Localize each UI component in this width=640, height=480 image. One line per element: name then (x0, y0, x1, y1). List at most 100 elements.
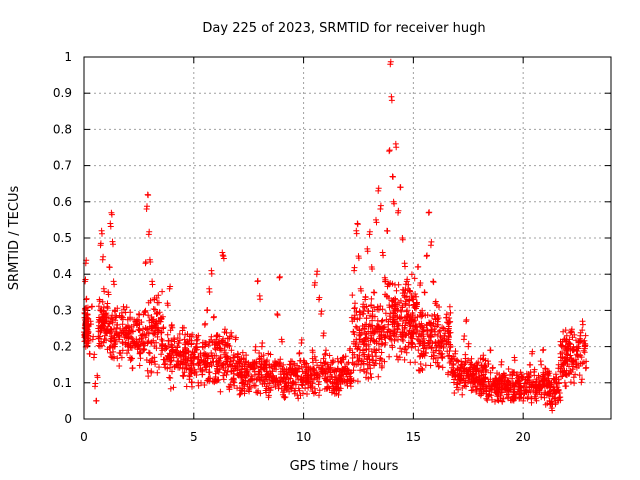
data-point (392, 281, 398, 288)
data-point (136, 311, 143, 318)
data-point (263, 368, 270, 375)
data-point (101, 288, 108, 295)
data-point (461, 333, 468, 339)
data-point (185, 349, 192, 356)
data-point (164, 302, 171, 309)
data-point (167, 385, 174, 392)
data-point (315, 381, 322, 388)
data-point (100, 339, 107, 346)
data-point (272, 383, 279, 390)
data-point (384, 293, 390, 300)
data-point (312, 389, 319, 396)
data-point (427, 332, 434, 339)
data-point (401, 356, 408, 363)
data-point (171, 338, 178, 345)
plot-frame (83, 56, 612, 420)
data-point (428, 238, 435, 245)
data-point (178, 358, 185, 365)
data-point (531, 366, 538, 373)
data-point (203, 366, 210, 373)
data-point (459, 391, 466, 398)
data-point (271, 365, 277, 372)
data-point (461, 368, 468, 375)
data-point (361, 325, 368, 332)
data-point (273, 375, 280, 382)
data-point (316, 387, 323, 394)
data-point (511, 357, 518, 364)
data-point (189, 331, 196, 338)
data-point (390, 309, 397, 316)
data-point (556, 390, 563, 396)
data-point (532, 384, 539, 391)
data-point (368, 295, 375, 302)
data-point (518, 391, 525, 398)
data-point (379, 317, 386, 324)
data-point (431, 331, 438, 338)
data-point (276, 377, 283, 384)
data-point (562, 383, 569, 390)
data-point (213, 378, 220, 385)
data-point (167, 375, 174, 381)
data-point (112, 328, 119, 335)
data-point (347, 370, 354, 377)
data-point (316, 294, 323, 301)
data-point (472, 368, 479, 375)
x-tick-label: 0 (80, 430, 88, 444)
data-point (235, 351, 242, 358)
data-point (127, 315, 134, 322)
data-point (582, 343, 589, 350)
data-point (439, 364, 446, 371)
data-point (404, 276, 411, 283)
data-point (121, 306, 127, 313)
data-point (97, 307, 104, 314)
data-point (494, 370, 500, 377)
data-point (482, 374, 489, 381)
data-point (101, 332, 108, 339)
data-point (395, 320, 402, 327)
data-point (107, 223, 114, 230)
data-point (250, 364, 257, 371)
data-point (183, 350, 190, 356)
data-point (454, 366, 461, 373)
data-point (206, 369, 213, 376)
data-point (576, 372, 583, 379)
data-point (288, 372, 295, 378)
data-point (409, 335, 416, 342)
data-point (356, 355, 363, 362)
data-point (399, 290, 406, 297)
data-point (430, 279, 437, 286)
data-point (414, 327, 421, 334)
data-point (359, 338, 365, 345)
data-point (274, 312, 281, 319)
data-point (361, 351, 368, 358)
data-point (95, 303, 102, 310)
data-point (406, 327, 413, 334)
data-point (392, 306, 399, 312)
data-point (386, 302, 393, 309)
data-point (479, 356, 486, 363)
data-point (530, 378, 537, 385)
data-point (301, 357, 307, 364)
data-point (234, 367, 241, 374)
data-point (147, 259, 154, 265)
axis-ticks: 00.10.20.30.40.50.60.70.80.910 5 10 15 20 (53, 50, 611, 444)
data-point (151, 324, 158, 331)
data-point (378, 349, 385, 356)
data-point (525, 377, 531, 384)
x-axis-label: GPS time / hours (290, 459, 399, 474)
data-point (149, 317, 156, 323)
data-point (457, 372, 464, 379)
data-point (452, 348, 459, 355)
data-point (148, 339, 154, 346)
data-point (503, 385, 509, 392)
data-point (167, 283, 174, 290)
data-point (462, 379, 469, 386)
data-point (241, 363, 248, 370)
data-point (377, 202, 384, 209)
data-point (393, 333, 399, 340)
data-point (145, 299, 152, 306)
data-point (309, 349, 316, 356)
data-point (374, 306, 381, 313)
data-point (279, 391, 286, 398)
data-point (220, 255, 227, 262)
